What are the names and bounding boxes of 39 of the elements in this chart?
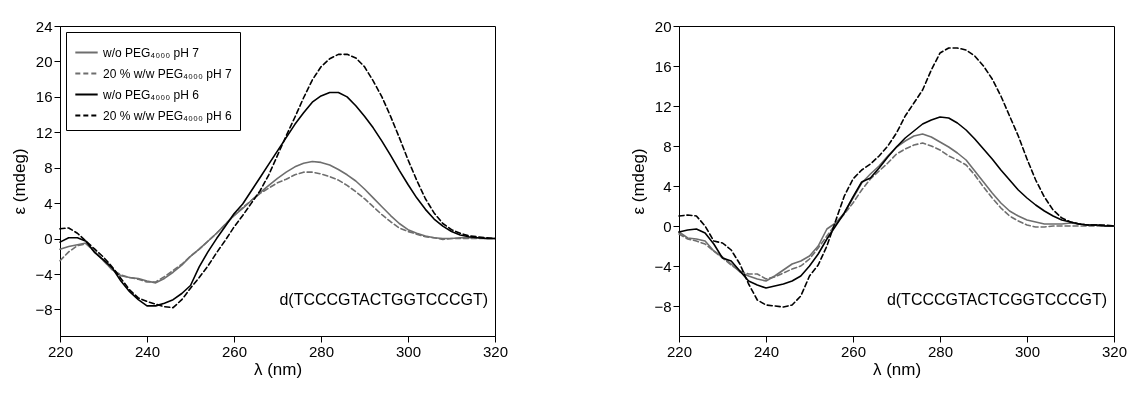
y-tick-label: −8 xyxy=(35,300,53,318)
y-tick-label: 4 xyxy=(663,177,672,195)
y-axis-title: ε (mdeg) xyxy=(629,148,649,215)
y-tick-label: 24 xyxy=(35,17,53,35)
y-tick-label: 8 xyxy=(663,137,672,155)
annotation: d(TCCCGTACTGGTCCCGT) xyxy=(279,291,488,308)
legend-label: 20 % w/w PEG₄₀₀₀ pH 6 xyxy=(103,108,232,123)
y-tick-label: −4 xyxy=(35,265,53,283)
x-tick-label: 300 xyxy=(1014,342,1041,360)
y-tick-label: 12 xyxy=(654,97,672,115)
annotation: d(TCCCGTACTCGGTCCCGT) xyxy=(886,291,1107,308)
legend-label: 20 % w/w PEG₄₀₀₀ pH 7 xyxy=(103,66,232,81)
x-tick-label: 320 xyxy=(482,342,509,360)
y-tick-label: 0 xyxy=(663,217,672,235)
y-tick-label: −8 xyxy=(654,297,672,315)
x-tick-label: 240 xyxy=(753,342,780,360)
x-tick-label: 280 xyxy=(308,342,335,360)
y-tick-label: 16 xyxy=(654,57,672,75)
x-axis-title: λ (nm) xyxy=(872,359,922,379)
y-tick-label: 4 xyxy=(44,194,53,212)
x-tick-label: 280 xyxy=(927,342,954,360)
legend-label: w/o PEG₄₀₀₀ pH 7 xyxy=(102,45,200,60)
x-tick-label: 320 xyxy=(1101,342,1128,360)
x-tick-label: 300 xyxy=(395,342,422,360)
legend-label: w/o PEG₄₀₀₀ pH 6 xyxy=(102,87,200,102)
x-tick-label: 240 xyxy=(134,342,161,360)
x-tick-label: 260 xyxy=(840,342,867,360)
y-tick-label: −4 xyxy=(654,257,672,275)
y-axis-title: ε (mdeg) xyxy=(10,148,30,215)
x-axis-title: λ (nm) xyxy=(253,359,303,379)
y-tick-label: 20 xyxy=(35,52,53,70)
x-tick-label: 220 xyxy=(47,342,74,360)
y-tick-label: 12 xyxy=(35,123,53,141)
y-tick-label: 16 xyxy=(35,88,53,106)
x-tick-label: 220 xyxy=(666,342,693,360)
y-tick-label: 8 xyxy=(44,159,53,177)
y-tick-label: 0 xyxy=(44,230,53,248)
x-tick-label: 260 xyxy=(221,342,248,360)
y-tick-label: 20 xyxy=(654,17,672,35)
